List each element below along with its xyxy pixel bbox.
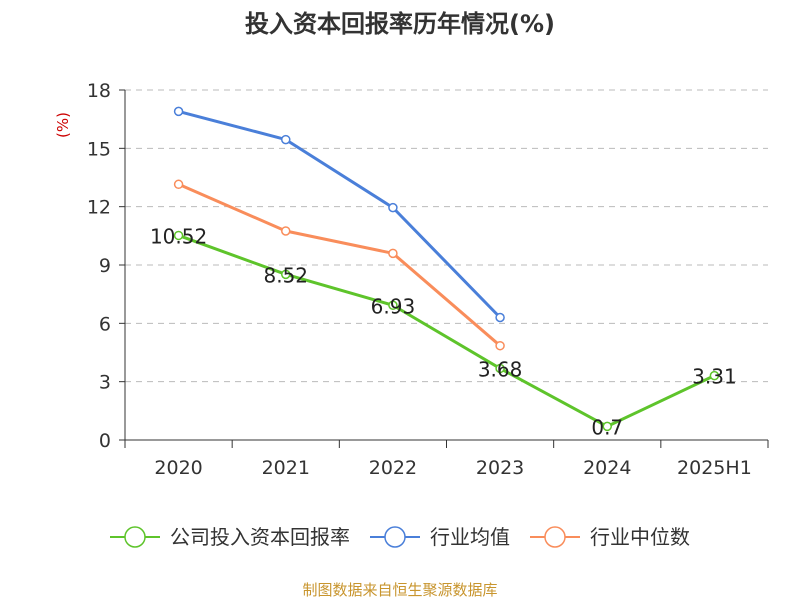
grid-lines <box>125 89 768 383</box>
data-point <box>388 248 398 259</box>
series-0 <box>173 230 720 432</box>
data-point <box>495 340 505 351</box>
data-label: 6.93 <box>371 294 416 318</box>
legend-label: 公司投入资本回报率 <box>170 525 350 549</box>
data-label: 0.7 <box>591 415 623 439</box>
y-tick-label: 18 <box>87 80 111 102</box>
series-line <box>177 182 502 347</box>
x-tick-label: 2024 <box>583 457 631 479</box>
legend-label: 行业中位数 <box>590 525 690 549</box>
data-point <box>281 226 291 236</box>
data-label: 3.31 <box>692 365 737 389</box>
y-tick-label: 6 <box>99 313 111 335</box>
legend-item: 行业均值 <box>370 525 510 549</box>
legend-item: 公司投入资本回报率 <box>110 525 350 549</box>
legend: 公司投入资本回报率 行业均值 行业中位数 <box>110 525 690 549</box>
data-label: 10.52 <box>150 224 207 248</box>
data-labels: 10.52 8.52 6.93 3.68 0.7 3.31 <box>150 224 737 439</box>
legend-item: 行业中位数 <box>530 525 690 549</box>
data-point <box>602 421 612 432</box>
legend-label: 行业均值 <box>430 525 510 549</box>
data-point <box>281 269 291 280</box>
legend-marker <box>384 526 406 548</box>
y-tick-label: 0 <box>99 430 111 452</box>
x-tick-label: 2022 <box>369 457 417 479</box>
legend-marker <box>544 526 566 548</box>
chart-title: 投入资本回报率历年情况(%) <box>245 10 555 38</box>
axes: 0 3 6 9 12 15 18 2020 2021 2022 2023 2024 2025H1 <box>87 80 769 479</box>
series-line <box>178 109 502 319</box>
data-point <box>495 363 505 374</box>
data-point <box>388 300 398 310</box>
y-axis-label: (%) <box>54 112 72 138</box>
data-label: 3.68 <box>478 357 523 381</box>
data-point <box>709 370 720 381</box>
series-line <box>178 234 716 428</box>
x-tick-label: 2021 <box>262 457 310 479</box>
data-point <box>173 179 184 190</box>
series-2 <box>173 179 505 351</box>
series-1 <box>173 106 505 323</box>
data-point <box>281 134 291 145</box>
y-tick-label: 12 <box>87 197 111 219</box>
data-label: 8.52 <box>263 263 308 287</box>
source-note: 制图数据来自恒生聚源数据库 <box>302 581 497 599</box>
data-point <box>495 312 505 323</box>
x-tick-label: 2025H1 <box>677 457 752 479</box>
series-lines <box>173 106 720 432</box>
x-tick-label: 2023 <box>476 457 524 479</box>
data-point <box>388 202 398 213</box>
data-point <box>173 230 184 241</box>
y-tick-label: 9 <box>99 255 111 277</box>
y-tick-label: 3 <box>99 372 111 394</box>
x-tick-label: 2020 <box>154 457 202 479</box>
y-tick-label: 15 <box>87 138 111 160</box>
legend-marker <box>124 526 146 548</box>
data-point <box>173 106 184 117</box>
